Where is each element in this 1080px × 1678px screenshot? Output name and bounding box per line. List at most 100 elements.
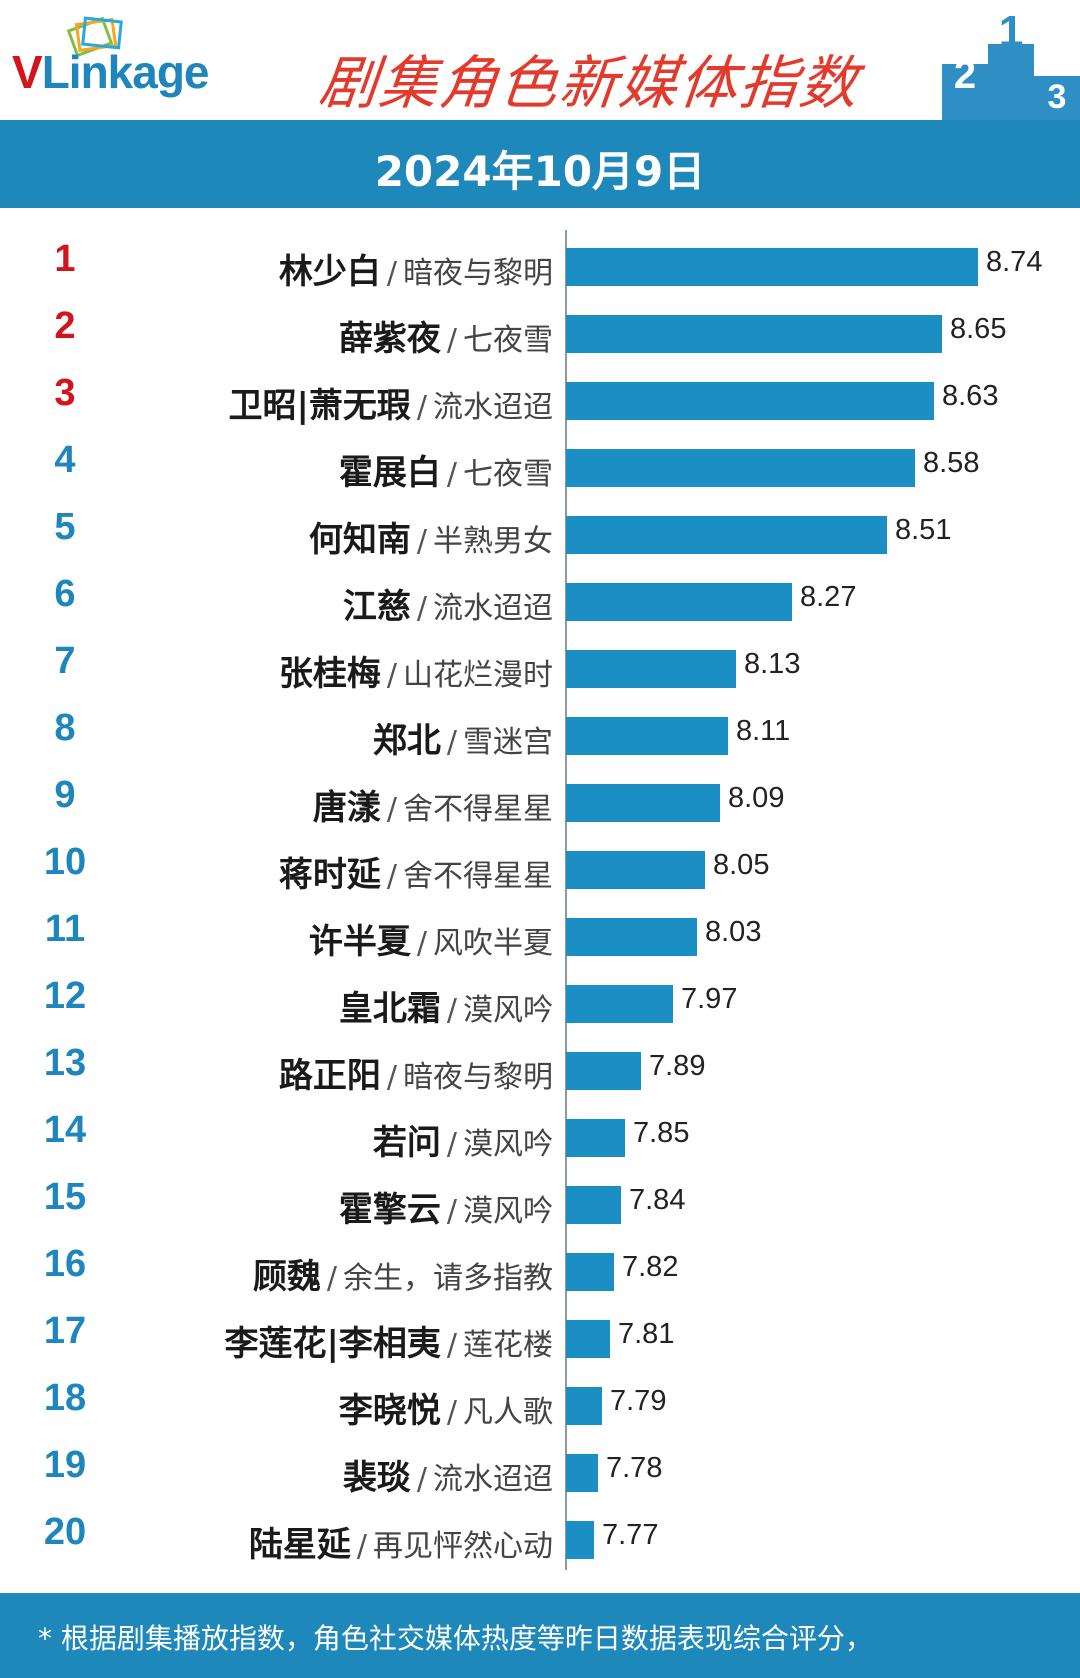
row-label: 路正阳 / 暗夜与黎明: [279, 1048, 553, 1097]
drama-title: 七夜雪: [463, 323, 553, 358]
chart-row: 3 卫昭|萧无瑕 / 流水迢迢 8.63: [0, 364, 1080, 431]
logo-cards-icon: [66, 16, 123, 58]
date-banner: 2024年10月9日: [0, 120, 1080, 208]
value-bar: [566, 985, 673, 1023]
ranking-chart: 1 林少白 / 暗夜与黎明 8.74 2 薛紫夜 / 七夜雪 8.65 3 卫昭|萧无瑕 / 流水迢迢 8.…: [0, 230, 1080, 1570]
value-bar: [566, 918, 697, 956]
label-separator: /: [416, 1462, 427, 1497]
character-name: 何知南: [308, 520, 411, 560]
chart-row: 8 郑北 / 雪迷宫 8.11: [0, 699, 1080, 766]
podium-number-3: 3: [1048, 78, 1067, 116]
value-label: 7.81: [618, 1318, 675, 1350]
footer-note: * 根据剧集播放指数，角色社交媒体热度等昨日数据表现综合评分，: [38, 1622, 873, 1655]
value-bar: [566, 583, 792, 621]
rank-number: 19: [43, 1444, 87, 1486]
chart-row: 18 李晓悦 / 凡人歌 7.79: [0, 1369, 1080, 1436]
row-label: 蒋时延 / 舍不得星星: [279, 847, 553, 896]
drama-title: 七夜雪: [463, 457, 553, 492]
value-bar: [566, 1387, 602, 1425]
label-separator: /: [446, 1395, 457, 1430]
value-label: 7.85: [633, 1117, 690, 1149]
character-name: 李莲花|李相夷: [224, 1324, 441, 1364]
value-bar: [566, 449, 915, 487]
row-label: 若问 / 漠风吟: [373, 1115, 553, 1164]
value-bar: [566, 1186, 621, 1224]
label-separator: /: [416, 591, 427, 626]
value-bar: [566, 784, 720, 822]
value-label: 8.27: [800, 581, 857, 613]
page-title: 剧集角色新媒体指数: [315, 49, 864, 117]
value-bar: [566, 248, 978, 286]
chart-row: 16 顾魏 / 余生，请多指教 7.82: [0, 1235, 1080, 1302]
date-label: 2024年10月9日: [374, 147, 706, 196]
drama-title: 余生，请多指教: [343, 1261, 553, 1296]
character-name: 卫昭|萧无瑕: [228, 386, 411, 426]
row-label: 林少白 / 暗夜与黎明: [279, 244, 553, 293]
character-name: 霍展白: [338, 453, 441, 493]
rank-number: 7: [54, 640, 76, 682]
row-label: 皇北霜 / 漠风吟: [339, 981, 553, 1030]
label-separator: /: [446, 725, 457, 760]
value-label: 8.03: [705, 916, 762, 948]
label-separator: /: [446, 457, 457, 492]
chart-row: 15 霍擎云 / 漠风吟 7.84: [0, 1168, 1080, 1235]
drama-title: 舍不得星星: [403, 792, 553, 827]
value-bar: [566, 1454, 598, 1492]
character-name: 唐漾: [312, 788, 381, 828]
label-separator: /: [386, 1060, 397, 1095]
row-label: 张桂梅 / 山花烂漫时: [279, 646, 553, 695]
row-label: 何知南 / 半熟男女: [309, 512, 553, 561]
character-name: 皇北霜: [338, 989, 441, 1029]
character-name: 裴琰: [342, 1458, 411, 1498]
value-bar: [566, 382, 934, 420]
drama-title: 山花烂漫时: [403, 658, 553, 693]
value-label: 8.13: [744, 648, 801, 680]
rank-number: 18: [43, 1377, 87, 1419]
character-name: 郑北: [372, 721, 441, 761]
row-label: 李晓悦 / 凡人歌: [339, 1383, 553, 1432]
chart-axis-line: [565, 230, 567, 1570]
value-bar: [566, 717, 728, 755]
rank-number: 14: [43, 1109, 87, 1151]
rank-number: 5: [54, 506, 76, 548]
drama-title: 漠风吟: [463, 993, 553, 1028]
value-bar: [566, 1320, 610, 1358]
value-label: 8.65: [950, 313, 1007, 345]
row-label: 裴琰 / 流水迢迢: [343, 1450, 553, 1499]
value-bar: [566, 1052, 641, 1090]
row-label: 霍擎云 / 漠风吟: [339, 1182, 553, 1231]
chart-row: 20 陆星延 / 再见怦然心动 7.77: [0, 1503, 1080, 1570]
drama-title: 流水迢迢: [433, 1462, 553, 1497]
drama-title: 暗夜与黎明: [403, 1060, 553, 1095]
value-label: 8.74: [986, 246, 1043, 278]
brand-logo: VLinkage: [12, 45, 210, 99]
chart-row: 5 何知南 / 半熟男女 8.51: [0, 498, 1080, 565]
row-label: 卫昭|萧无瑕 / 流水迢迢: [228, 378, 553, 427]
rank-number: 9: [54, 774, 76, 816]
character-name: 顾魏: [252, 1257, 321, 1297]
rank-number: 13: [43, 1042, 87, 1084]
rank-number: 10: [43, 841, 87, 883]
rank-number: 17: [43, 1310, 87, 1352]
row-label: 霍展白 / 七夜雪: [339, 445, 553, 494]
drama-title: 漠风吟: [463, 1194, 553, 1229]
value-bar: [566, 1119, 625, 1157]
character-name: 陆星延: [248, 1525, 351, 1565]
row-label: 顾魏 / 余生，请多指教: [253, 1249, 553, 1298]
drama-title: 再见怦然心动: [373, 1529, 553, 1564]
label-separator: /: [446, 1194, 457, 1229]
value-label: 7.89: [649, 1050, 706, 1082]
row-label: 郑北 / 雪迷宫: [373, 713, 553, 762]
label-separator: /: [386, 859, 397, 894]
rank-number: 4: [54, 439, 76, 481]
chart-row: 4 霍展白 / 七夜雪 8.58: [0, 431, 1080, 498]
value-label: 7.78: [606, 1452, 663, 1484]
chart-row: 14 若问 / 漠风吟 7.85: [0, 1101, 1080, 1168]
chart-row: 12 皇北霜 / 漠风吟 7.97: [0, 967, 1080, 1034]
label-separator: /: [326, 1261, 337, 1296]
value-label: 8.63: [942, 380, 999, 412]
character-name: 林少白: [278, 252, 381, 292]
drama-title: 流水迢迢: [433, 591, 553, 626]
label-separator: /: [386, 792, 397, 827]
